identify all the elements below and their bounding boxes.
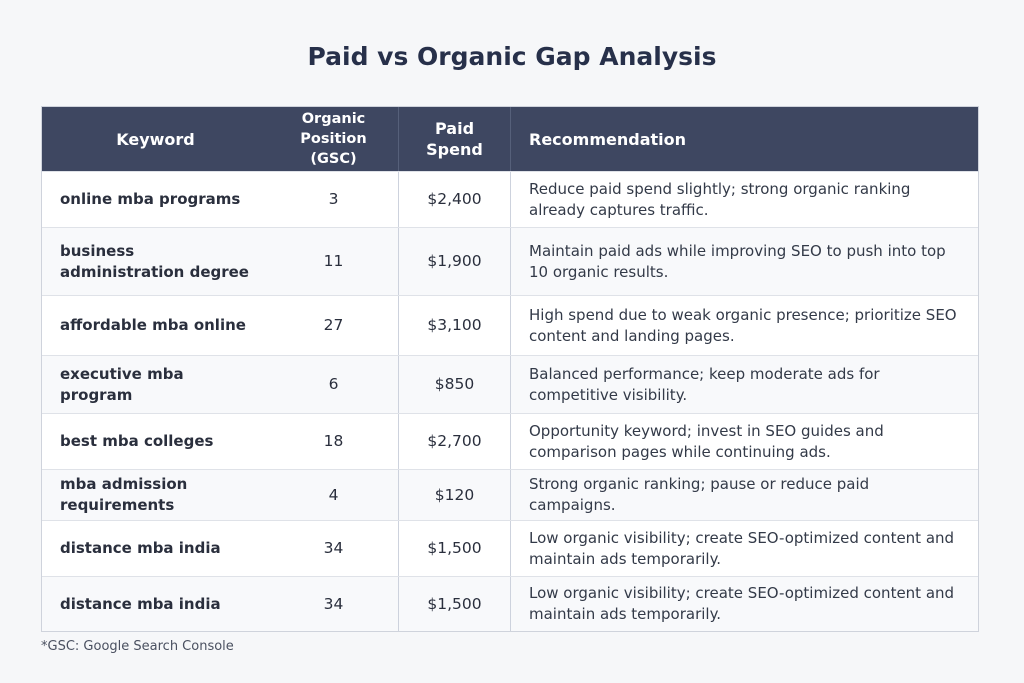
paid-spend-cell: $2,400	[398, 172, 510, 227]
keyword-cell: distance mba india	[60, 594, 221, 613]
header-keyword: Keyword	[116, 129, 195, 149]
page-title: Paid vs Organic Gap Analysis	[307, 42, 717, 71]
table-row: distance mba india 34 $1,500 Low organic vi…	[42, 576, 978, 631]
recommendation-cell: Maintain paid ads while improving SEO to…	[510, 228, 978, 295]
paid-spend-cell: $2,700	[398, 414, 510, 469]
paid-spend-cell: $120	[398, 470, 510, 520]
table-row: mba admission requirements 4 $120 Strong or…	[42, 469, 978, 520]
recommendation-cell: Reduce paid spend slightly; strong organ…	[510, 172, 978, 227]
organic-position-cell: 6	[328, 375, 339, 393]
organic-position-cell: 34	[323, 594, 344, 613]
recommendation-cell: High spend due to weak organic presence;…	[510, 296, 978, 355]
header-organic-position: Organic Position (GSC)	[300, 111, 367, 167]
organic-position-cell: 11	[323, 252, 344, 270]
keyword-cell: business administration degree	[60, 241, 249, 281]
keyword-cell: executive mba program	[60, 364, 184, 404]
organic-position-cell: 4	[328, 485, 339, 504]
table-header: Keyword Organic Position (GSC) Paid Spen…	[42, 107, 978, 171]
table-row: online mba programs 3 $2,400 Reduce paid sp…	[42, 171, 978, 227]
keyword-cell: mba admission requirements	[60, 475, 188, 514]
recommendation-cell: Low organic visibility; create SEO-optim…	[510, 521, 978, 576]
recommendation-cell: Balanced performance; keep moderate ads …	[510, 356, 978, 413]
paid-spend-cell: $1,500	[398, 521, 510, 576]
table-row: affordable mba online 27 $3,100 High spend …	[42, 295, 978, 355]
organic-position-cell: 3	[328, 190, 339, 208]
organic-position-cell: 34	[323, 539, 344, 557]
table-row: best mba colleges 18 $2,700 Opportunity key…	[42, 413, 978, 469]
paid-spend-cell: $1,500	[398, 577, 510, 631]
keyword-cell: best mba colleges	[60, 432, 214, 450]
paid-spend-cell: $850	[398, 356, 510, 413]
footnote: *GSC: Google Search Console	[41, 639, 234, 654]
table-row: executive mba program 6 $850 Balanced perfo…	[42, 355, 978, 413]
recommendation-cell: Strong organic ranking; pause or reduce …	[510, 470, 978, 520]
paid-spend-cell: $1,900	[398, 228, 510, 295]
table-row: business administration degree 11 $1,900 Ma…	[42, 227, 978, 295]
keyword-cell: online mba programs	[60, 190, 241, 208]
recommendation-cell: Opportunity keyword; invest in SEO guide…	[510, 414, 978, 469]
table-row: distance mba india 34 $1,500 Low organic vi…	[42, 520, 978, 576]
recommendation-cell: Low organic visibility; create SEO-optim…	[510, 577, 978, 631]
gap-analysis-table: Keyword Organic Position (GSC) Paid Spen…	[41, 106, 979, 632]
paid-spend-cell: $3,100	[398, 296, 510, 355]
keyword-cell: distance mba india	[60, 539, 221, 557]
header-recommendation: Recommendation	[510, 107, 978, 171]
organic-position-cell: 27	[323, 316, 344, 334]
header-paid-spend: Paid Spend	[398, 107, 510, 171]
organic-position-cell: 18	[323, 432, 344, 450]
keyword-cell: affordable mba online	[60, 316, 246, 334]
